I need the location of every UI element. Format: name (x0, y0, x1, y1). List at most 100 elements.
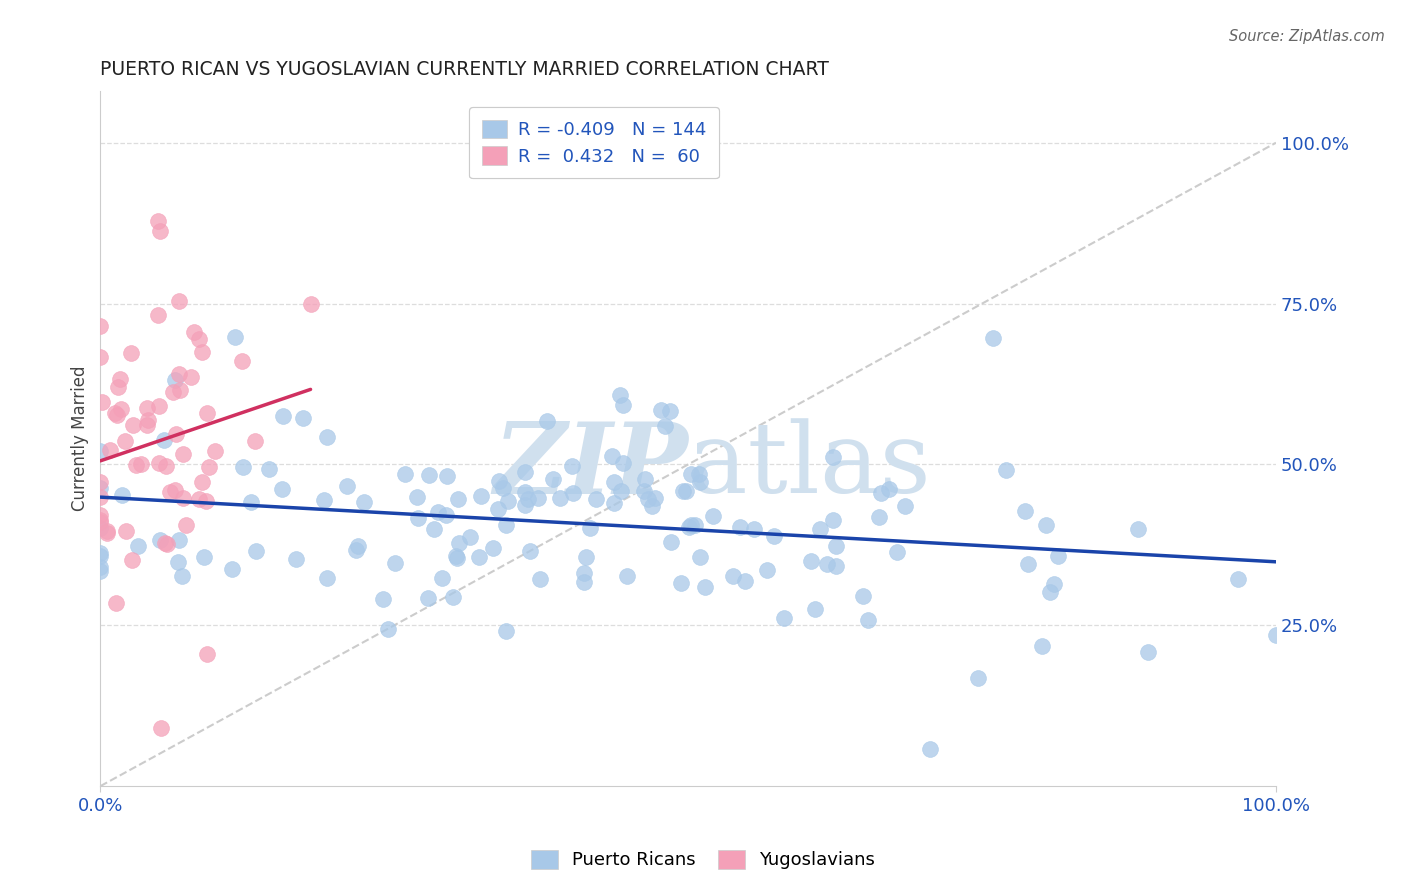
Point (641, 499, 664, 513)
Point (299, 297, 322, 311)
Point (488, 475, 510, 489)
Point (121, 418, 143, 433)
Point (89, 350, 111, 364)
Point (146, 308, 169, 322)
Point (683, 518, 706, 533)
Point (634, 473, 657, 487)
Point (495, 624, 517, 638)
Point (162, 384, 184, 399)
Point (169, 384, 191, 398)
Point (755, 563, 778, 577)
Point (824, 558, 846, 573)
Point (734, 574, 756, 588)
Point (89, 515, 111, 529)
Point (159, 485, 181, 500)
Point (515, 465, 537, 479)
Point (669, 576, 692, 591)
Point (149, 224, 172, 238)
Point (197, 407, 219, 421)
Point (681, 467, 703, 481)
Point (105, 408, 128, 422)
Point (894, 500, 917, 514)
Point (89, 560, 111, 574)
Point (637, 492, 659, 507)
Point (172, 447, 194, 461)
Point (762, 529, 785, 543)
Point (869, 485, 891, 500)
Point (1128, 522, 1150, 536)
Point (104, 407, 127, 421)
Legend: R = -0.409   N = 144, R =  0.432   N =  60: R = -0.409 N = 144, R = 0.432 N = 60 (470, 107, 718, 178)
Point (548, 491, 571, 505)
Point (561, 459, 583, 474)
Point (678, 520, 700, 534)
Point (447, 492, 470, 507)
Point (1039, 585, 1062, 599)
Point (1226, 572, 1249, 586)
Point (693, 580, 716, 594)
Point (967, 671, 990, 685)
Point (167, 367, 190, 381)
Point (221, 562, 243, 576)
Point (224, 330, 246, 344)
Point (981, 331, 1004, 345)
Point (153, 434, 176, 448)
Point (204, 443, 226, 458)
Point (89, 490, 111, 504)
Point (821, 513, 844, 527)
Text: atlas: atlas (688, 418, 931, 515)
Point (675, 483, 697, 498)
Point (1017, 557, 1039, 571)
Point (110, 402, 132, 417)
Point (808, 522, 831, 536)
Point (689, 549, 711, 564)
Point (468, 550, 491, 565)
Point (561, 486, 583, 500)
Point (654, 418, 676, 433)
Point (470, 489, 492, 503)
Point (231, 354, 253, 368)
Point (285, 552, 308, 566)
Point (194, 493, 217, 508)
Point (423, 522, 446, 536)
Point (257, 462, 280, 476)
Legend: Puerto Ricans, Yugoslavians: Puerto Ricans, Yugoslavians (522, 841, 884, 879)
Point (1047, 549, 1070, 563)
Point (416, 591, 439, 606)
Point (148, 399, 170, 413)
Point (492, 481, 515, 495)
Point (172, 491, 194, 505)
Point (270, 482, 292, 496)
Point (245, 543, 267, 558)
Point (804, 601, 827, 615)
Point (406, 490, 429, 504)
Point (125, 458, 148, 473)
Point (815, 558, 838, 572)
Point (418, 468, 440, 483)
Point (245, 434, 267, 449)
Y-axis label: Currently Married: Currently Married (72, 366, 89, 511)
Point (886, 545, 908, 559)
Point (89, 513, 111, 527)
Point (852, 589, 875, 603)
Point (1014, 504, 1036, 518)
Point (312, 493, 335, 508)
Point (195, 647, 218, 661)
Point (579, 521, 602, 535)
Point (89, 508, 111, 523)
Point (336, 478, 359, 492)
Point (430, 571, 453, 585)
Point (156, 537, 179, 551)
Point (167, 533, 190, 547)
Point (612, 456, 634, 470)
Point (672, 484, 695, 499)
Point (800, 554, 823, 568)
Point (444, 549, 467, 564)
Point (856, 614, 879, 628)
Point (1031, 640, 1053, 654)
Point (353, 494, 375, 508)
Point (98, 443, 121, 458)
Point (575, 549, 598, 564)
Point (108, 372, 131, 386)
Point (198, 459, 221, 474)
